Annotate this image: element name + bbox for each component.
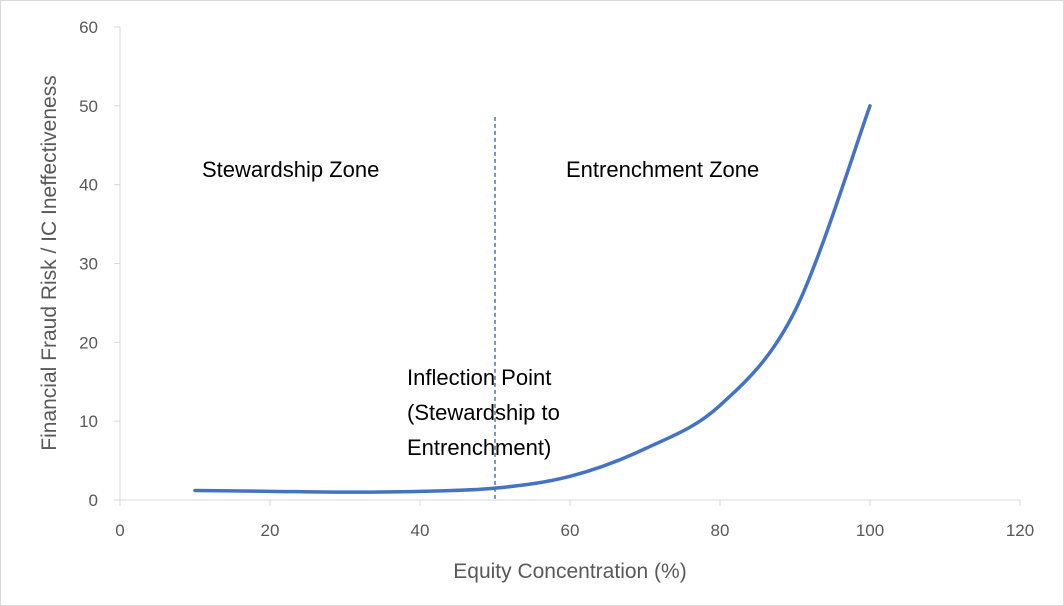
x-tick-label: 60 — [561, 521, 580, 540]
y-tick-label: 50 — [79, 97, 98, 116]
x-tick-label: 100 — [856, 521, 884, 540]
x-axis-title: Equity Concentration (%) — [453, 560, 686, 583]
x-tick-label: 40 — [411, 521, 430, 540]
annotation: Entrenchment) — [407, 435, 551, 460]
y-tick-label: 60 — [79, 18, 98, 37]
y-tick-label: 10 — [79, 412, 98, 431]
x-tick-label: 0 — [115, 521, 124, 540]
x-tick-label: 20 — [261, 521, 280, 540]
annotation: Inflection Point — [407, 365, 551, 390]
annotation: (Stewardship to — [407, 400, 560, 425]
y-tick-label: 40 — [79, 176, 98, 195]
x-tick-label: 120 — [1006, 521, 1034, 540]
y-tick-label: 20 — [79, 333, 98, 352]
y-tick-label: 0 — [89, 491, 98, 510]
annotation: Entrenchment Zone — [566, 157, 759, 182]
annotation: Stewardship Zone — [202, 157, 379, 182]
y-tick-label: 30 — [79, 255, 98, 274]
x-tick-label: 80 — [711, 521, 730, 540]
line — [193, 104, 872, 494]
y-axis-title: Financial Fraud Risk / IC Ineffectivenes… — [38, 75, 61, 450]
